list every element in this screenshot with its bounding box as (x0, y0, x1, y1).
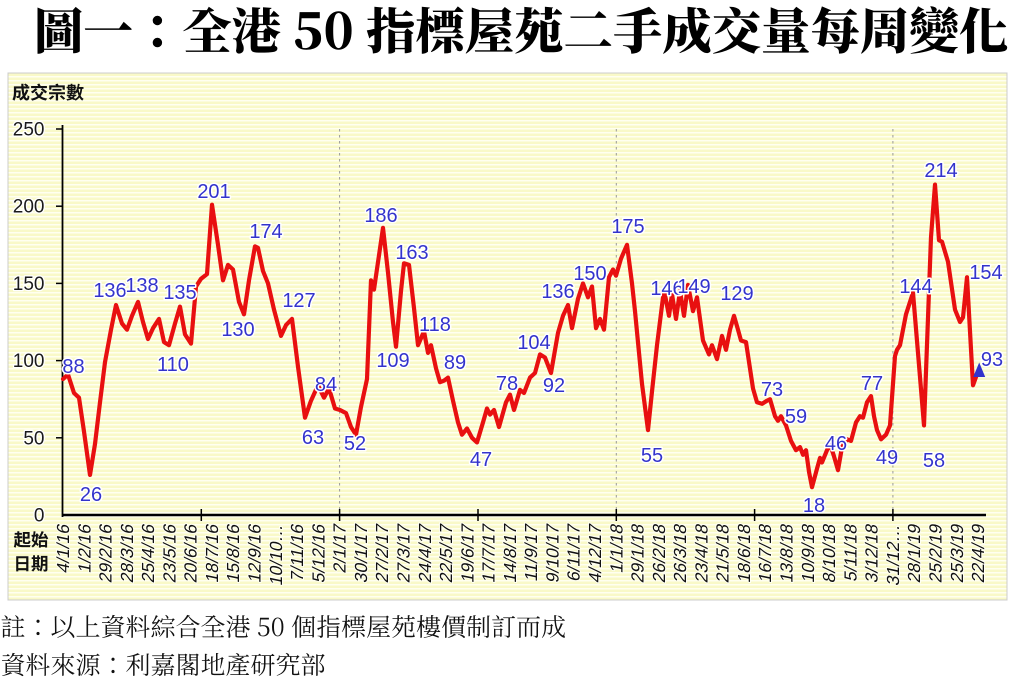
svg-text:10/10…: 10/10… (266, 522, 286, 587)
svg-text:46: 46 (825, 433, 847, 455)
svg-text:78: 78 (496, 373, 518, 395)
svg-text:150: 150 (13, 274, 45, 295)
svg-text:58: 58 (923, 450, 945, 472)
svg-text:8/10/18: 8/10/18 (819, 521, 839, 584)
svg-text:24/4/17: 24/4/17 (415, 522, 435, 585)
svg-text:4/1/16: 4/1/16 (53, 521, 73, 574)
svg-text:15/8/16: 15/8/16 (223, 521, 243, 584)
svg-text:0: 0 (34, 506, 45, 527)
svg-text:29/1/18: 29/1/18 (628, 521, 648, 584)
svg-text:55: 55 (641, 445, 663, 467)
svg-text:22/5/17: 22/5/17 (436, 522, 456, 585)
svg-text:7/11/16: 7/11/16 (287, 521, 307, 582)
svg-text:109: 109 (376, 350, 409, 372)
svg-text:25/2/19: 25/2/19 (926, 522, 946, 585)
svg-text:200: 200 (13, 197, 45, 218)
svg-text:17/7/17: 17/7/17 (479, 522, 499, 585)
svg-text:14/8/17: 14/8/17 (500, 522, 520, 585)
svg-text:104: 104 (517, 332, 550, 354)
svg-text:73: 73 (761, 379, 783, 401)
svg-text:84: 84 (315, 374, 337, 396)
svg-text:30/1/17: 30/1/17 (351, 522, 371, 585)
svg-text:100: 100 (13, 351, 45, 372)
svg-text:25/4/16: 25/4/16 (138, 521, 158, 584)
svg-text:77: 77 (861, 373, 883, 395)
svg-text:13/8/18: 13/8/18 (777, 521, 797, 584)
svg-text:22/4/19: 22/4/19 (968, 522, 988, 585)
svg-text:28/3/16: 28/3/16 (117, 521, 137, 584)
svg-text:26/3/18: 26/3/18 (670, 521, 690, 584)
svg-text:129: 129 (720, 283, 753, 305)
svg-text:201: 201 (197, 181, 230, 203)
svg-text:5/11/18: 5/11/18 (841, 521, 861, 582)
svg-text:16/7/18: 16/7/18 (755, 521, 775, 584)
svg-text:26: 26 (80, 484, 102, 506)
svg-text:127: 127 (282, 290, 315, 312)
svg-text:31/12…: 31/12… (883, 522, 903, 587)
svg-text:9/10/17: 9/10/17 (543, 522, 563, 585)
svg-text:4/12/17: 4/12/17 (585, 522, 605, 585)
svg-text:18: 18 (803, 495, 825, 517)
svg-text:118: 118 (419, 314, 451, 336)
svg-text:144: 144 (899, 276, 932, 298)
svg-text:28/1/19: 28/1/19 (904, 522, 924, 585)
svg-text:163: 163 (395, 242, 428, 264)
svg-text:49: 49 (876, 447, 898, 469)
svg-text:23/4/18: 23/4/18 (692, 521, 712, 584)
svg-text:26/2/18: 26/2/18 (649, 521, 669, 584)
svg-text:89: 89 (444, 352, 466, 374)
svg-text:11/9/17: 11/9/17 (521, 522, 541, 583)
svg-text:175: 175 (611, 216, 644, 238)
svg-text:63: 63 (302, 427, 324, 449)
svg-text:174: 174 (249, 221, 282, 243)
svg-text:5/12/16: 5/12/16 (309, 521, 329, 584)
svg-text:19/6/17: 19/6/17 (457, 522, 477, 585)
svg-text:29/2/16: 29/2/16 (96, 521, 116, 584)
svg-text:250: 250 (13, 120, 45, 141)
svg-text:92: 92 (543, 375, 565, 397)
svg-text:18/6/18: 18/6/18 (734, 521, 754, 584)
svg-text:3/12/18: 3/12/18 (862, 521, 882, 584)
svg-text:27/3/17: 27/3/17 (394, 522, 414, 585)
svg-text:59: 59 (785, 406, 807, 428)
svg-text:154: 154 (969, 262, 1002, 284)
svg-text:52: 52 (344, 433, 366, 455)
svg-text:20/6/16: 20/6/16 (181, 521, 201, 584)
svg-text:93: 93 (981, 349, 1003, 371)
svg-text:27/2/17: 27/2/17 (372, 522, 392, 585)
svg-text:6/11/17: 6/11/17 (564, 522, 584, 583)
svg-text:10/9/18: 10/9/18 (798, 521, 818, 584)
svg-text:1/2/16: 1/2/16 (74, 521, 94, 574)
svg-text:12/9/16: 12/9/16 (245, 521, 265, 584)
svg-text:1/1/18: 1/1/18 (606, 521, 626, 574)
svg-text:149: 149 (677, 276, 710, 298)
svg-text:130: 130 (221, 319, 254, 341)
svg-text:138: 138 (125, 275, 158, 297)
svg-text:47: 47 (470, 449, 492, 471)
svg-text:25/3/19: 25/3/19 (947, 522, 967, 585)
svg-text:135: 135 (163, 282, 196, 304)
svg-text:110: 110 (157, 354, 189, 376)
svg-text:50: 50 (23, 428, 44, 449)
svg-text:214: 214 (924, 160, 957, 182)
svg-text:186: 186 (364, 205, 397, 227)
svg-text:2/1/17: 2/1/17 (330, 522, 350, 575)
svg-text:136: 136 (541, 281, 574, 303)
svg-text:136: 136 (93, 280, 126, 302)
svg-text:21/5/18: 21/5/18 (713, 521, 733, 584)
svg-text:88: 88 (62, 356, 84, 378)
svg-text:150: 150 (573, 263, 606, 285)
svg-text:18/7/16: 18/7/16 (202, 521, 222, 584)
svg-text:146: 146 (650, 278, 683, 300)
svg-text:23/5/16: 23/5/16 (160, 521, 180, 584)
